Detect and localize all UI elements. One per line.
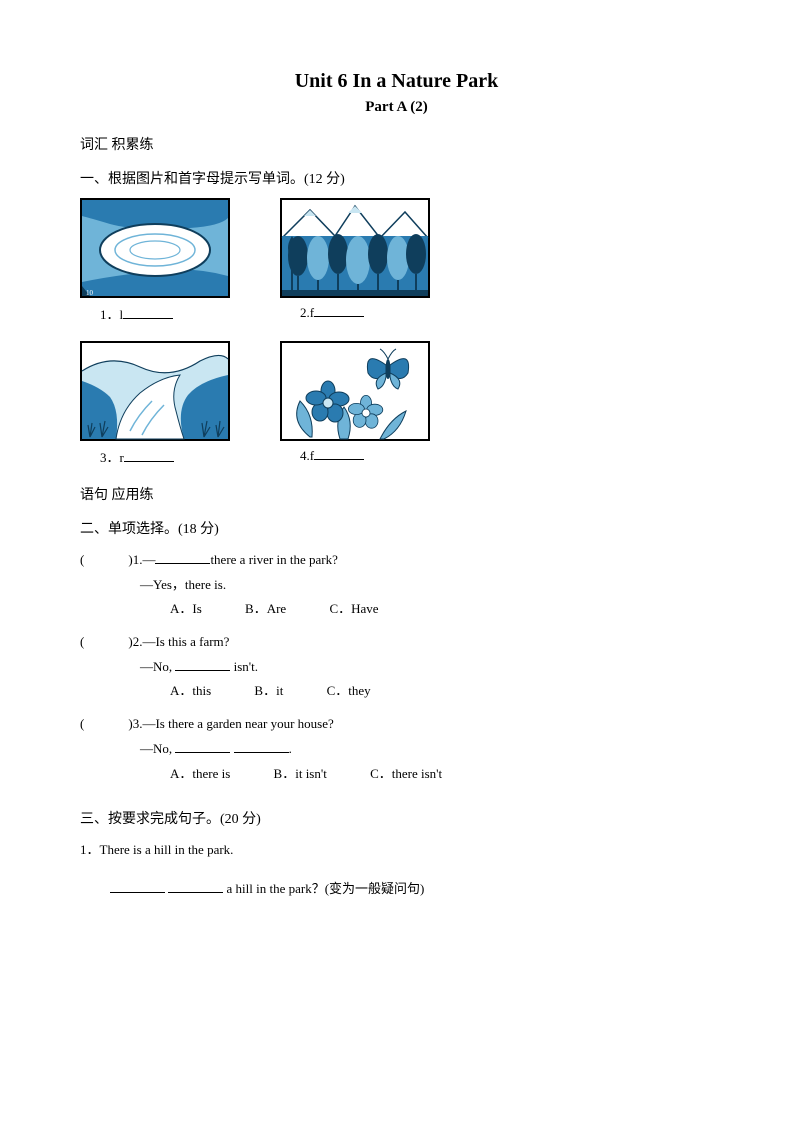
caption-2: 2.f: [280, 304, 430, 323]
question-3: ()3.—Is there a garden near your house? …: [80, 712, 713, 786]
paren-open: (: [80, 634, 84, 649]
blank-line[interactable]: [155, 551, 210, 564]
q1-option-a[interactable]: A．Is: [170, 597, 202, 622]
caption-4: 4.f: [280, 447, 430, 466]
q1-options: A．Is B．Are C．Have: [170, 597, 713, 622]
question-1: ()1.—there a river in the park? —Yes，the…: [80, 548, 713, 622]
svg-text:10: 10: [86, 289, 94, 297]
blank-line[interactable]: [175, 658, 230, 671]
caption-row-2: 3．r 4.f: [80, 447, 713, 466]
caption-1-text: 1．l: [100, 307, 123, 322]
caption-2-text: 2.f: [300, 305, 314, 320]
image-row-2: [80, 341, 713, 441]
caption-3-text: 3．r: [100, 450, 124, 465]
q2-option-c[interactable]: C．they: [327, 679, 371, 704]
caption-1: 1．l: [80, 304, 230, 323]
q1-option-c[interactable]: C．Have: [329, 597, 378, 622]
q3-line2b: .: [289, 741, 292, 756]
blank-line[interactable]: [168, 880, 223, 893]
q3-option-c[interactable]: C．there isn't: [370, 762, 442, 787]
caption-3: 3．r: [80, 447, 230, 466]
q1-stem-b: there a river in the park?: [210, 552, 337, 567]
question-2: ()2.—Is this a farm? —No, isn't. A．this …: [80, 630, 713, 704]
q2-option-a[interactable]: A．this: [170, 679, 211, 704]
q2-stem: 2.—Is this a farm?: [133, 634, 230, 649]
image-river: [80, 341, 230, 441]
blank-line[interactable]: [110, 880, 165, 893]
q3-line2: —No, .: [140, 737, 713, 762]
q3-option-a[interactable]: A．there is: [170, 762, 230, 787]
q3-1-stem: 1．There is a hill in the park.: [80, 838, 713, 863]
blank-line[interactable]: [175, 740, 230, 753]
q3-option-b[interactable]: B．it isn't: [274, 762, 327, 787]
page-title: Unit 6 In a Nature Park: [80, 70, 713, 93]
q1-line2: —Yes，there is.: [140, 573, 713, 598]
paren-open: (: [80, 552, 84, 567]
q2-line2: —No, isn't.: [140, 655, 713, 680]
section-3-instruction: 三、按要求完成句子。(20 分): [80, 808, 713, 828]
section-2-label: 语句 应用练: [80, 484, 713, 504]
caption-row-1: 1．l 2.f: [80, 304, 713, 323]
image-forest: [280, 198, 430, 298]
blank-line[interactable]: [123, 306, 173, 319]
section-1-label: 词汇 积累练: [80, 134, 713, 154]
page-subtitle: Part A (2): [80, 99, 713, 116]
image-flower: [280, 341, 430, 441]
worksheet-page: Unit 6 In a Nature Park Part A (2) 词汇 积累…: [0, 0, 793, 1122]
section-2-instruction: 二、单项选择。(18 分): [80, 518, 713, 538]
q2-line2b: isn't.: [230, 659, 258, 674]
q2-option-b[interactable]: B．it: [254, 679, 283, 704]
paren-open: (: [80, 716, 84, 731]
blank-line[interactable]: [314, 304, 364, 317]
image-lake: 10: [80, 198, 230, 298]
section-1-instruction: 一、根据图片和首字母提示写单词。(12 分): [80, 168, 713, 188]
blank-line[interactable]: [314, 447, 364, 460]
image-row-1: 10: [80, 198, 713, 298]
q3-stem: 3.—Is there a garden near your house?: [133, 716, 334, 731]
q3-options: A．there is B．it isn't C．there isn't: [170, 762, 713, 787]
blank-line[interactable]: [124, 449, 174, 462]
q3-line2a: —No,: [140, 741, 175, 756]
question-3-1: 1．There is a hill in the park. a hill in…: [80, 838, 713, 901]
blank-line[interactable]: [234, 740, 289, 753]
caption-4-text: 4.f: [300, 448, 314, 463]
q3-1-answer-line: a hill in the park？(变为一般疑问句): [110, 877, 713, 902]
q2-options: A．this B．it C．they: [170, 679, 713, 704]
q3-1-tail: a hill in the park？(变为一般疑问句): [223, 881, 424, 896]
q1-option-b[interactable]: B．Are: [245, 597, 286, 622]
q2-line2a: —No,: [140, 659, 175, 674]
q1-stem-a: 1.—: [133, 552, 156, 567]
